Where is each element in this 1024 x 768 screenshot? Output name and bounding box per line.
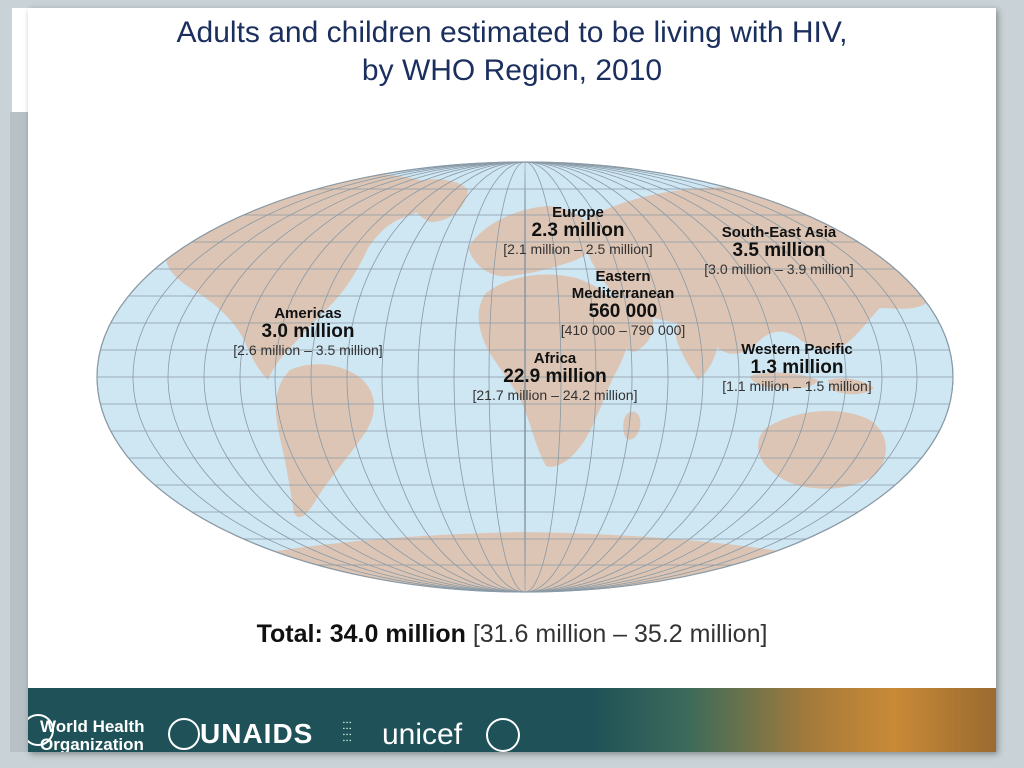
region-name-europe: Europe: [552, 204, 604, 221]
unicef-emblem-icon: [486, 718, 520, 752]
region-value-western-pacific: 1.3 million: [750, 357, 844, 378]
region-name-africa: Africa: [533, 350, 577, 367]
footer-map-image: [588, 688, 996, 752]
label-americas: Americas 3.0 million [2.6 million – 3.5 …: [198, 305, 418, 359]
region-range-europe: [2.1 million – 2.5 million]: [503, 241, 653, 257]
landmass-africa: [478, 274, 629, 467]
region-name-eastern-mediterranean-2: Mediterranean: [571, 285, 675, 302]
title-line-1: Adults and children estimated to be livi…: [176, 16, 848, 49]
total-range: [31.6 million – 35.2 million]: [472, 620, 768, 648]
region-range-western-pacific: [1.1 million – 1.5 million]: [722, 378, 872, 394]
total-line: Total: 34.0 million [31.6 million – 35.2…: [28, 620, 996, 649]
label-south-east-asia: South-East Asia 3.5 million [3.0 million…: [664, 224, 894, 278]
region-value-americas: 3.0 million: [261, 321, 355, 342]
region-range-eastern-mediterranean: [410 000 – 790 000]: [560, 322, 686, 338]
globe-outline: [96, 161, 954, 593]
region-name-eastern-mediterranean-1: Eastern: [595, 268, 651, 285]
who-emblem-icon: [28, 714, 54, 746]
region-name-south-east-asia: South-East Asia: [721, 224, 837, 241]
label-eastern-mediterranean: Eastern Mediterranean 560 000 [410 000 –…: [528, 268, 718, 339]
landmass-arabia: [608, 296, 654, 352]
who-logo: World Health Organization: [40, 717, 145, 753]
landmass-new-zealand: [906, 476, 918, 500]
landmass-madagascar: [623, 411, 641, 440]
unicef-logo: unicef: [382, 718, 463, 751]
who-logo-line-1: World Health: [40, 717, 145, 736]
landmass-indonesia: [750, 372, 818, 389]
world-map: Europe 2.3 million [2.1 million – 2.5 mi…: [28, 8, 996, 752]
unaids-emblem-icon: [168, 718, 200, 750]
world-map-svg: [96, 161, 954, 593]
label-europe: Europe 2.3 million [2.1 million – 2.5 mi…: [468, 204, 688, 258]
who-logo-line-2: Organization: [40, 735, 144, 753]
footer-banner: World Health Organization UNAIDS ▪ ▪ ▪ ▪ …: [28, 688, 996, 752]
region-value-europe: 2.3 million: [531, 220, 625, 241]
slide-title: Adults and children estimated to be livi…: [28, 14, 996, 90]
region-name-western-pacific: Western Pacific: [741, 341, 853, 358]
landmass-antarctica: [118, 532, 928, 592]
region-name-americas: Americas: [274, 305, 342, 322]
label-africa: Africa 22.9 million [21.7 million – 24.2…: [445, 350, 665, 404]
landmass-europe: [468, 206, 598, 277]
title-line-2: by WHO Region, 2010: [361, 54, 663, 87]
slide: Adults and children estimated to be livi…: [28, 8, 996, 752]
region-range-americas: [2.6 million – 3.5 million]: [233, 342, 383, 358]
unaids-cosponsors-list: ▪ ▪ ▪ ▪ ▪ ▪ ▪ ▪ ▪ ▪ ▪ ▪: [343, 720, 352, 744]
landmass-south-america: [275, 364, 375, 518]
landmass-greenland: [407, 179, 468, 222]
region-value-south-east-asia: 3.5 million: [732, 240, 826, 261]
landmass-north-america: [165, 173, 441, 380]
total-label: Total: 34.0 million: [256, 620, 466, 648]
landmass-new-guinea: [828, 378, 874, 395]
landmass-india: [676, 319, 718, 380]
unaids-logo: UNAIDS: [200, 718, 314, 749]
region-value-africa: 22.9 million: [503, 366, 607, 387]
background-shadow: [10, 112, 32, 752]
landmass-australia: [758, 410, 886, 489]
region-value-eastern-mediterranean: 560 000: [588, 301, 658, 322]
region-range-africa: [21.7 million – 24.2 million]: [472, 387, 638, 403]
region-range-south-east-asia: [3.0 million – 3.9 million]: [704, 261, 854, 277]
label-western-pacific: Western Pacific 1.3 million [1.1 million…: [682, 341, 912, 395]
landmass-japan: [854, 268, 875, 304]
